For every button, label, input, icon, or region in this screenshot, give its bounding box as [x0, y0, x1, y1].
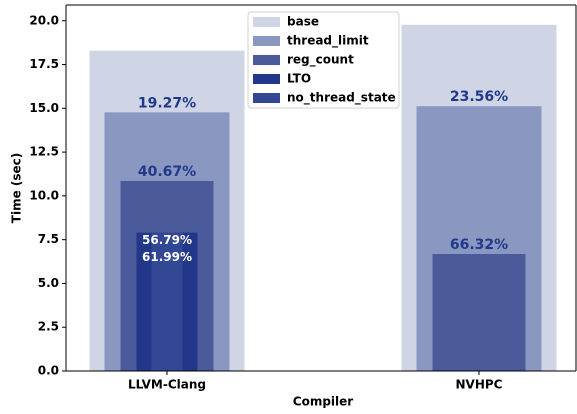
bar: [432, 254, 526, 371]
y-tick-label: 20.0: [29, 13, 59, 27]
y-tick-label: 0.0: [38, 364, 59, 378]
legend-swatch: [253, 74, 280, 84]
y-axis-label: Time (sec): [10, 153, 24, 223]
y-tick-label: 17.5: [29, 57, 59, 71]
x-tick-label: LLVM-Clang: [128, 378, 206, 392]
bar: [151, 232, 183, 371]
legend-swatch: [253, 36, 280, 46]
legend-swatch: [253, 17, 280, 27]
legend-swatch: [253, 55, 280, 65]
legend: base thread_limit reg_count LTO no_thread_st…: [247, 11, 400, 109]
x-axis-label: Compiler: [293, 395, 354, 409]
annotation: 56.79%: [142, 233, 192, 247]
y-tick-label: 2.5: [38, 320, 59, 334]
legend-label: reg_count: [287, 53, 354, 68]
y-tick-label: 10.0: [29, 188, 59, 202]
annotation: 40.67%: [138, 164, 196, 180]
legend-swatch: [253, 93, 280, 103]
y-tick-label: 15.0: [29, 101, 59, 115]
annotation: 23.56%: [450, 89, 508, 105]
y-tick-label: 7.5: [38, 232, 59, 246]
annotation: 61.99%: [142, 250, 192, 264]
legend-label: no_thread_state: [287, 91, 396, 106]
legend-label: base: [287, 15, 319, 29]
annotation: 19.27%: [138, 95, 196, 111]
legend-label: thread_limit: [287, 34, 369, 49]
x-tick-label: NVHPC: [456, 378, 503, 392]
y-tick-label: 5.0: [38, 276, 59, 290]
y-tick-label: 12.5: [29, 145, 59, 159]
legend-box: [247, 11, 400, 109]
annotation: 66.32%: [450, 237, 508, 253]
legend-label: LTO: [287, 72, 311, 86]
